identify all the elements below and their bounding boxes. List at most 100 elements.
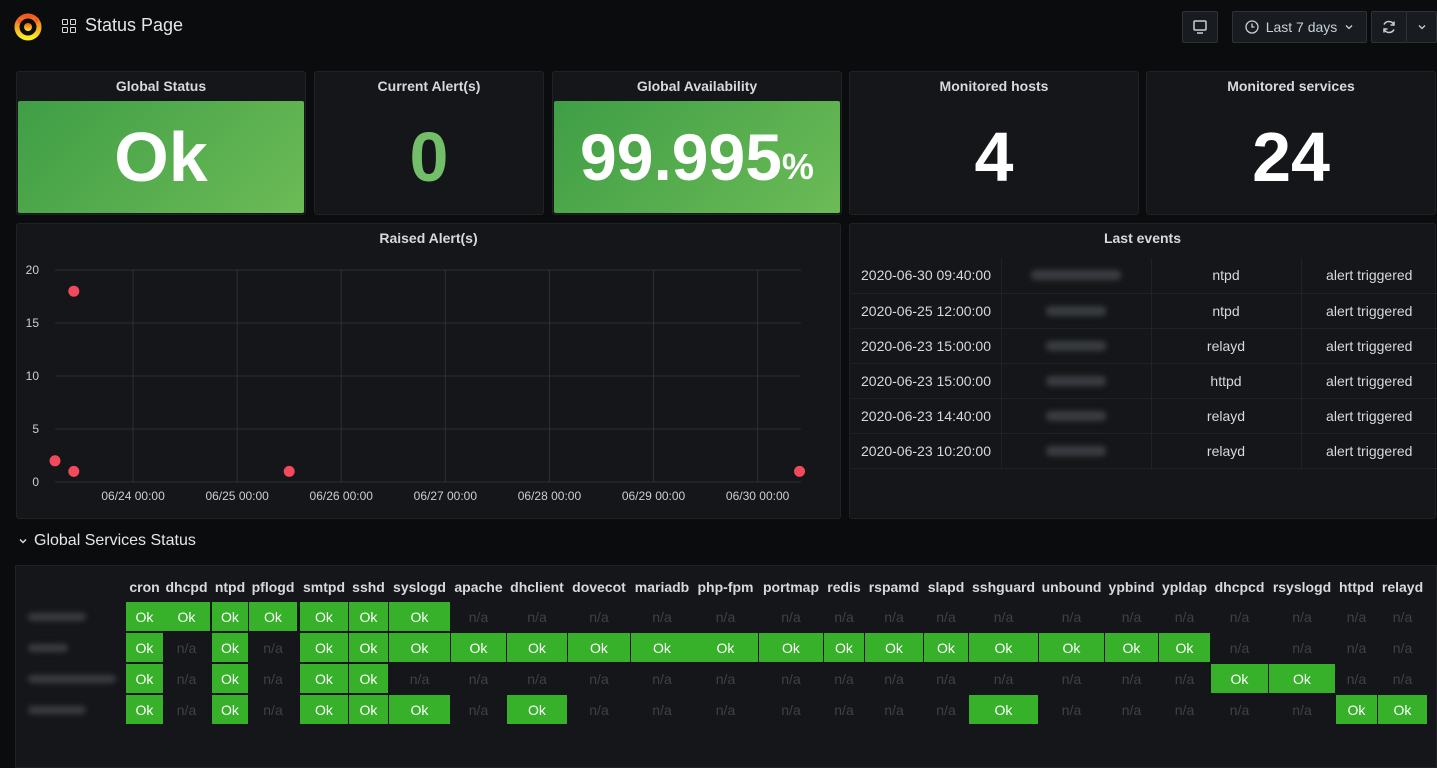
event-row: 2020-06-25 12:00:00 ntpd alert triggered xyxy=(851,293,1437,329)
chart-title: Raised Alert(s) xyxy=(379,230,478,246)
alert-point xyxy=(794,465,806,477)
refresh-button[interactable] xyxy=(1371,11,1407,43)
service-status-cell: n/a xyxy=(884,701,904,718)
x-tick-label: 06/24 00:00 xyxy=(101,489,165,503)
time-range-label: Last 7 days xyxy=(1265,19,1338,35)
event-status: alert triggered xyxy=(1301,258,1437,294)
service-status-cell: n/a xyxy=(715,701,736,718)
service-status-cell: Ok xyxy=(300,602,348,631)
service-status-cell: Ok xyxy=(349,602,388,631)
panel-title: Last events xyxy=(1103,230,1182,246)
event-row: 2020-06-23 15:00:00 relayd alert triggered xyxy=(851,328,1437,364)
service-status-cell: n/a xyxy=(884,670,904,687)
refresh-interval-dropdown[interactable] xyxy=(1406,11,1437,43)
service-status-cell: Ok xyxy=(349,695,388,724)
redacted-hostname xyxy=(1046,445,1106,456)
event-service: relayd xyxy=(1151,398,1302,434)
event-time: 2020-06-23 14:40:00 xyxy=(851,398,1002,434)
service-column-header: rspamd xyxy=(868,579,920,595)
service-column-header: mariadb xyxy=(634,579,690,595)
event-host xyxy=(1001,398,1152,434)
service-status-cell: Ok xyxy=(1159,633,1210,662)
service-column-header: pflogd xyxy=(251,579,295,595)
service-status-cell: n/a xyxy=(936,701,956,718)
redacted-hostname xyxy=(28,706,86,714)
service-status-cell: n/a xyxy=(834,701,854,718)
service-status-cell: n/a xyxy=(409,670,430,687)
service-status-cell: Ok xyxy=(507,695,567,724)
service-status-cell: n/a xyxy=(1061,608,1082,625)
service-column-header: redis xyxy=(827,579,861,595)
service-status-cell: Ok xyxy=(389,602,450,631)
service-status-cell: Ok xyxy=(300,695,348,724)
redacted-hostname xyxy=(1046,410,1106,421)
service-status-cell: n/a xyxy=(1229,639,1250,656)
service-status-cell: n/a xyxy=(1174,608,1195,625)
event-status: alert triggered xyxy=(1301,363,1437,399)
service-status-cell: Ok xyxy=(212,664,248,693)
service-status-cell: Ok xyxy=(1378,695,1427,724)
service-status-cell: Ok xyxy=(300,664,348,693)
global-availability-value: 99.995 xyxy=(580,120,782,194)
event-row: 2020-06-23 14:40:00 relayd alert triggered xyxy=(851,398,1437,434)
global-services-row-header[interactable]: Global Services Status xyxy=(18,532,196,550)
redacted-hostname xyxy=(28,613,86,621)
service-status-cell: n/a xyxy=(781,670,801,687)
dashboard-title[interactable]: Status Page xyxy=(62,15,183,36)
refresh-icon xyxy=(1383,20,1395,34)
service-column-header: dhcpcd xyxy=(1214,579,1265,595)
monitored-hosts-value: 4 xyxy=(974,118,1014,196)
service-status-cell: n/a xyxy=(1392,608,1413,625)
monitored-hosts-panel[interactable]: Monitored hosts 4 xyxy=(849,71,1139,215)
service-status-cell: n/a xyxy=(176,670,197,687)
global-availability-panel[interactable]: Global Availability 99.995% xyxy=(552,71,842,215)
service-status-cell: Ok xyxy=(389,695,450,724)
panel-title: Monitored services xyxy=(1227,78,1355,94)
service-status-cell: n/a xyxy=(1392,639,1413,656)
service-status-cell: n/a xyxy=(715,608,736,625)
service-status-cell: n/a xyxy=(936,608,956,625)
event-host xyxy=(1001,328,1152,364)
service-status-cell: n/a xyxy=(1292,608,1312,625)
services-status-panel[interactable]: cron dhcpd ntpd pflogd smtpd sshd syslogd apach… xyxy=(15,565,1437,768)
service-column-header: httpd xyxy=(1339,579,1374,595)
raised-alerts-chart: 0 5 10 15 20 06/24 00:00 06/25 00:00 06/26 00:0… xyxy=(26,263,806,503)
last-events-panel[interactable]: Last events 2020-06-30 09:40:00 ntpd alert… xyxy=(849,223,1437,519)
event-time: 2020-06-30 09:40:00 xyxy=(851,258,1002,294)
event-host xyxy=(1001,363,1152,399)
service-status-cell: Ok xyxy=(212,633,248,662)
service-status-cell: n/a xyxy=(834,670,854,687)
global-availability-stat: 99.995% xyxy=(554,101,840,213)
current-alerts-panel[interactable]: Current Alert(s) 0 xyxy=(314,71,544,215)
y-tick-label: 15 xyxy=(26,316,40,330)
tv-mode-button[interactable] xyxy=(1182,11,1218,43)
monitored-services-panel[interactable]: Monitored services 24 xyxy=(1146,71,1436,215)
y-tick-label: 10 xyxy=(26,369,40,383)
service-status-cell: Ok xyxy=(1336,695,1377,724)
service-status-cell: n/a xyxy=(1392,670,1413,687)
service-status-cell: Ok xyxy=(249,602,297,631)
grafana-logo-icon[interactable] xyxy=(12,10,44,42)
y-tick-label: 5 xyxy=(32,422,39,436)
service-status-cell: n/a xyxy=(781,701,801,718)
service-status-cell: n/a xyxy=(589,670,609,687)
service-column-header: cron xyxy=(129,579,160,595)
service-column-header: unbound xyxy=(1041,579,1102,595)
service-status-cell: n/a xyxy=(652,670,672,687)
alert-point xyxy=(283,465,295,477)
raised-alerts-panel[interactable]: Raised Alert(s) 0 5 10 15 20 06/24 00:00 06/25… xyxy=(16,223,841,519)
service-status-cell: n/a xyxy=(884,608,904,625)
event-time: 2020-06-23 15:00:00 xyxy=(851,328,1002,364)
event-time: 2020-06-25 12:00:00 xyxy=(851,293,1002,329)
service-status-cell: Ok xyxy=(212,695,248,724)
service-status-cell: n/a xyxy=(263,639,283,656)
event-status: alert triggered xyxy=(1301,433,1437,469)
service-status-cell: n/a xyxy=(263,670,283,687)
event-host xyxy=(1001,293,1152,329)
event-service: ntpd xyxy=(1151,293,1302,329)
x-tick-label: 06/25 00:00 xyxy=(205,489,269,503)
time-range-picker[interactable]: Last 7 days xyxy=(1232,11,1367,43)
event-row: 2020-06-23 10:20:00 relayd alert triggered xyxy=(851,433,1437,469)
global-status-panel[interactable]: Global Status Ok xyxy=(16,71,306,215)
service-status-cell: n/a xyxy=(1121,670,1142,687)
